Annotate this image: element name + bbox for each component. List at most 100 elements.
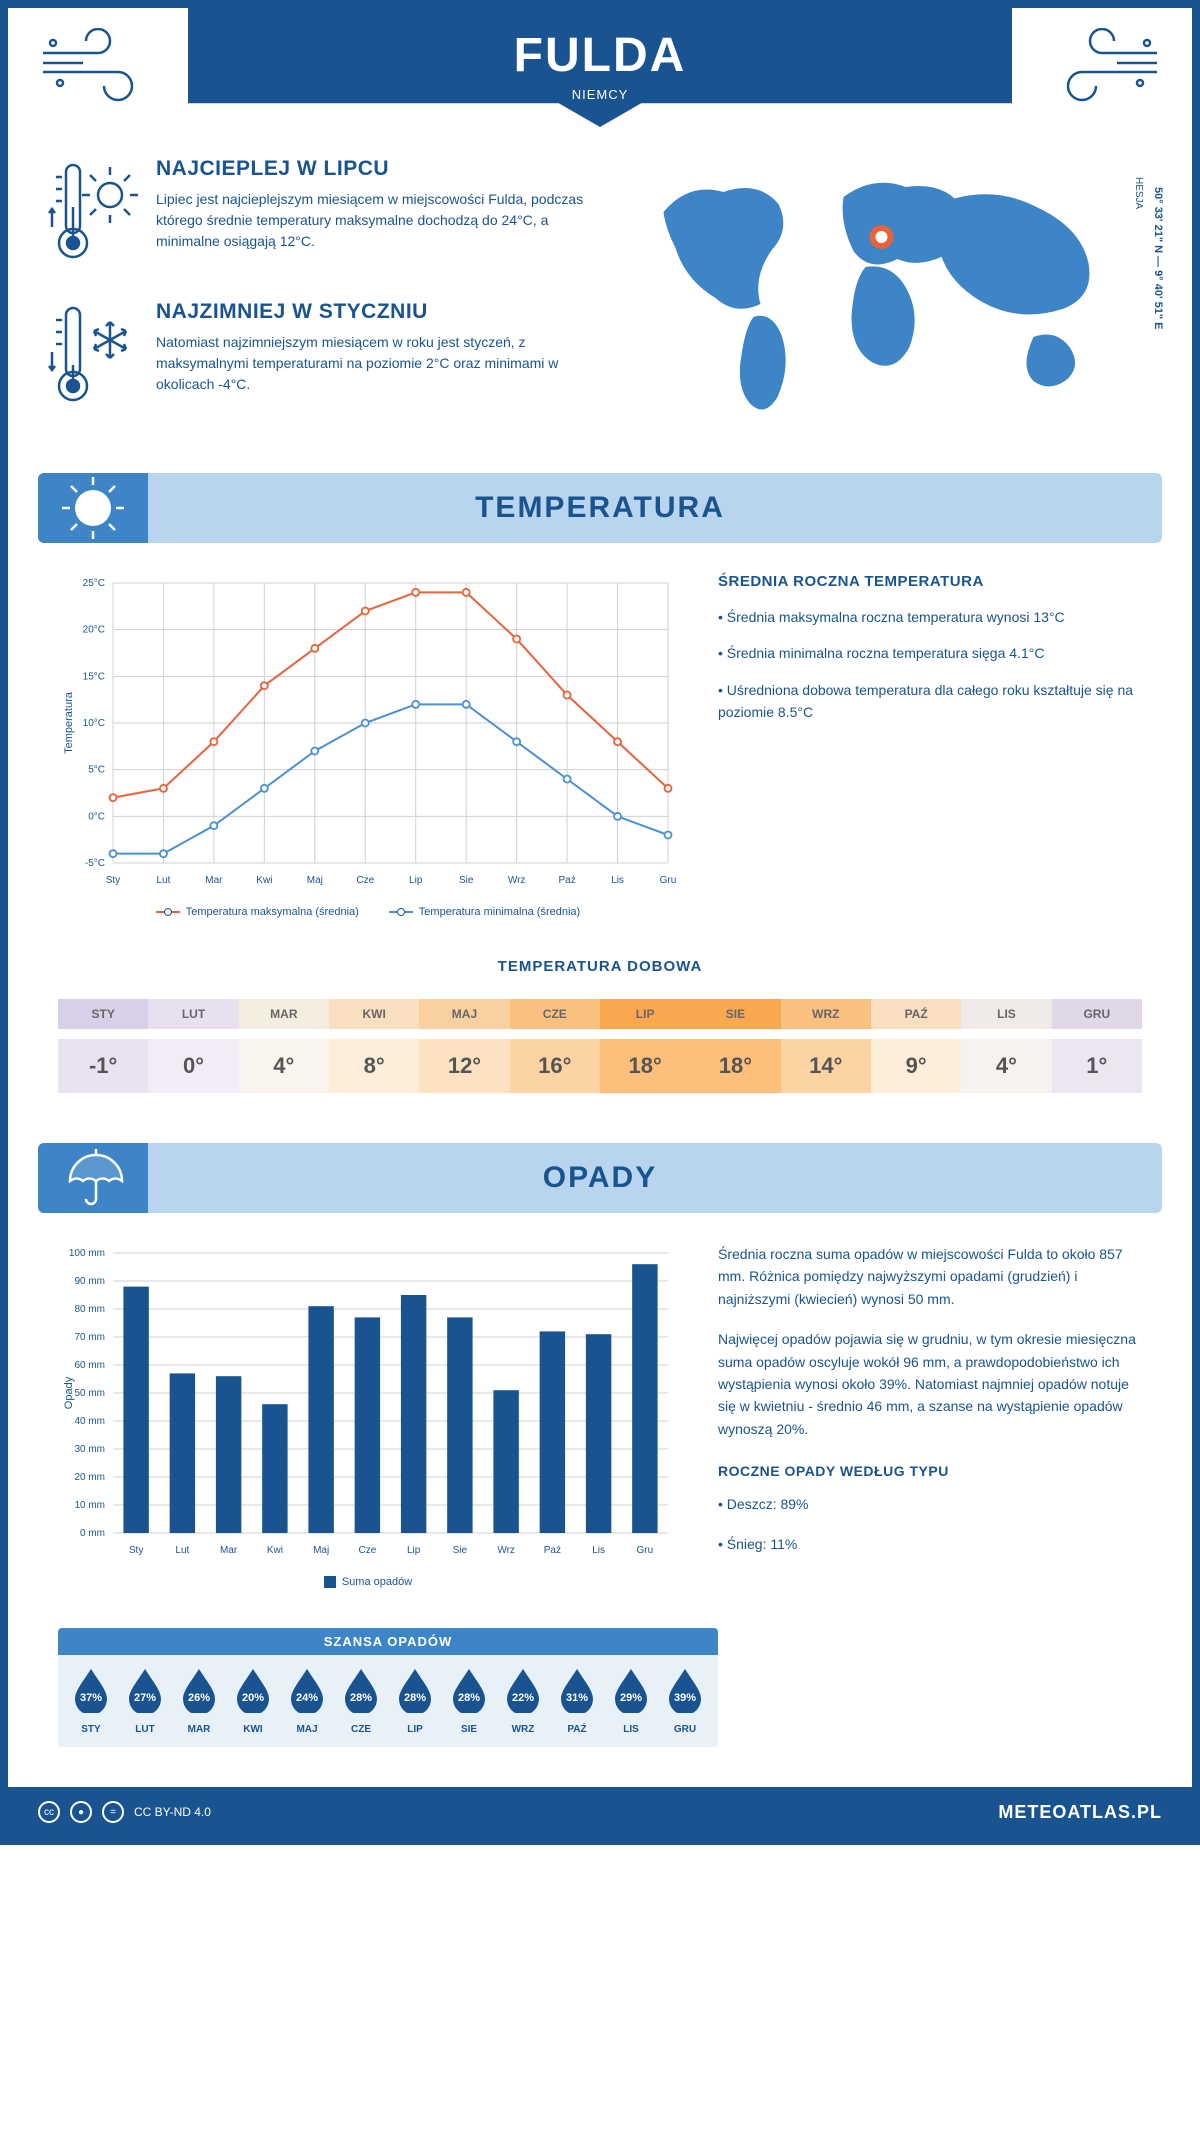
chance-drop: 37%STY xyxy=(64,1667,118,1735)
umbrella-icon xyxy=(38,1143,148,1213)
chance-drop: 29%LIS xyxy=(604,1667,658,1735)
svg-text:Lip: Lip xyxy=(407,1545,421,1556)
svg-text:10 mm: 10 mm xyxy=(74,1500,105,1511)
svg-text:Sty: Sty xyxy=(129,1545,143,1556)
precip-snow: • Śnieg: 11% xyxy=(718,1533,1142,1555)
by-icon: ● xyxy=(70,1801,92,1823)
svg-text:Lis: Lis xyxy=(592,1545,605,1556)
svg-text:Lis: Lis xyxy=(611,875,624,886)
daily-cell: LUT0° xyxy=(148,989,238,1103)
svg-text:20 mm: 20 mm xyxy=(74,1472,105,1483)
svg-text:Paź: Paź xyxy=(544,1545,561,1556)
chance-drop: 28%SIE xyxy=(442,1667,496,1735)
svg-text:15°C: 15°C xyxy=(83,671,105,682)
svg-text:40 mm: 40 mm xyxy=(74,1416,105,1427)
daily-cell: MAJ12° xyxy=(419,989,509,1103)
svg-text:25°C: 25°C xyxy=(83,578,105,589)
nd-icon: = xyxy=(102,1801,124,1823)
svg-text:26%: 26% xyxy=(188,1692,210,1704)
cc-icon: cc xyxy=(38,1801,60,1823)
fact-hottest: NAJCIEPLEJ W LIPCU Lipiec jest najcieple… xyxy=(48,157,585,272)
svg-text:Wrz: Wrz xyxy=(497,1545,515,1556)
svg-text:90 mm: 90 mm xyxy=(74,1276,105,1287)
svg-text:Kwi: Kwi xyxy=(256,875,272,886)
chance-drop: 26%MAR xyxy=(172,1667,226,1735)
svg-text:Mar: Mar xyxy=(220,1545,238,1556)
svg-text:70 mm: 70 mm xyxy=(74,1332,105,1343)
temperature-line-chart: -5°C0°C5°C10°C15°C20°C25°CStyLutMarKwiMa… xyxy=(58,573,678,893)
wind-decoration-left xyxy=(38,28,168,113)
chance-drop: 31%PAŹ xyxy=(550,1667,604,1735)
fact-cold-text: Natomiast najzimniejszym miesiącem w rok… xyxy=(156,332,585,395)
svg-text:Opady: Opady xyxy=(63,1376,75,1409)
svg-text:28%: 28% xyxy=(458,1692,480,1704)
svg-text:80 mm: 80 mm xyxy=(74,1304,105,1315)
precip-p2: Najwięcej opadów pojawia się w grudniu, … xyxy=(718,1328,1142,1440)
header-banner: FULDA NIEMCY xyxy=(188,8,1012,127)
svg-text:Paź: Paź xyxy=(558,875,575,886)
daily-cell: SIE18° xyxy=(690,989,780,1103)
daily-cell: KWI8° xyxy=(329,989,419,1103)
region-label: HESJA xyxy=(1133,177,1144,209)
fact-coldest: NAJZIMNIEJ W STYCZNIU Natomiast najzimni… xyxy=(48,300,585,415)
svg-text:100 mm: 100 mm xyxy=(69,1248,105,1259)
avg-temp-title: ŚREDNIA ROCZNA TEMPERATURA xyxy=(718,573,1142,590)
svg-text:20%: 20% xyxy=(242,1692,264,1704)
svg-text:Cze: Cze xyxy=(356,875,374,886)
legend-precip: Suma opadów xyxy=(324,1576,412,1588)
city-title: FULDA xyxy=(188,28,1012,83)
precipitation-heading: OPADY xyxy=(38,1161,1162,1195)
svg-text:39%: 39% xyxy=(674,1692,696,1704)
svg-text:Wrz: Wrz xyxy=(508,875,526,886)
temperature-heading: TEMPERATURA xyxy=(38,491,1162,525)
svg-text:22%: 22% xyxy=(512,1692,534,1704)
site-name: METEOATLAS.PL xyxy=(998,1802,1162,1823)
sun-icon xyxy=(38,473,148,543)
svg-text:50 mm: 50 mm xyxy=(74,1388,105,1399)
svg-text:0°C: 0°C xyxy=(88,811,105,822)
svg-text:0 mm: 0 mm xyxy=(80,1528,105,1539)
svg-text:28%: 28% xyxy=(404,1692,426,1704)
svg-text:27%: 27% xyxy=(134,1692,156,1704)
footer: cc ● = CC BY-ND 4.0 METEOATLAS.PL xyxy=(8,1787,1192,1837)
daily-temp-table: STY-1°LUT0°MAR4°KWI8°MAJ12°CZE16°LIP18°S… xyxy=(58,989,1142,1103)
thermometer-sun-icon xyxy=(48,157,138,272)
daily-cell: WRZ14° xyxy=(781,989,871,1103)
svg-text:5°C: 5°C xyxy=(88,765,105,776)
daily-cell: MAR4° xyxy=(239,989,329,1103)
daily-cell: PAŹ9° xyxy=(871,989,961,1103)
svg-text:29%: 29% xyxy=(620,1692,642,1704)
svg-text:24%: 24% xyxy=(296,1692,318,1704)
svg-text:60 mm: 60 mm xyxy=(74,1360,105,1371)
precip-p1: Średnia roczna suma opadów w miejscowośc… xyxy=(718,1243,1142,1310)
daily-cell: LIP18° xyxy=(600,989,690,1103)
svg-text:Mar: Mar xyxy=(205,875,223,886)
svg-text:Maj: Maj xyxy=(313,1545,329,1556)
svg-text:Gru: Gru xyxy=(637,1545,654,1556)
fact-hot-text: Lipiec jest najcieplejszym miesiącem w m… xyxy=(156,189,585,252)
chance-drop: 20%KWI xyxy=(226,1667,280,1735)
svg-text:Kwi: Kwi xyxy=(267,1545,283,1556)
precipitation-banner: OPADY xyxy=(38,1143,1162,1213)
country-label: NIEMCY xyxy=(188,87,1012,102)
svg-text:20°C: 20°C xyxy=(83,625,105,636)
svg-text:37%: 37% xyxy=(80,1692,102,1704)
legend-max: Temperatura maksymalna (średnia) xyxy=(156,906,359,918)
chance-drop: 39%GRU xyxy=(658,1667,712,1735)
precip-type-title: ROCZNE OPADY WEDŁUG TYPU xyxy=(718,1460,1142,1482)
thermometer-snow-icon xyxy=(48,300,138,415)
daily-cell: LIS4° xyxy=(961,989,1051,1103)
chance-drop: 28%CZE xyxy=(334,1667,388,1735)
svg-text:Sty: Sty xyxy=(106,875,120,886)
license-text: CC BY-ND 4.0 xyxy=(134,1805,211,1819)
precipitation-chance: SZANSA OPADÓW 37%STY27%LUT26%MAR20%KWI24… xyxy=(58,1628,718,1747)
world-map xyxy=(615,157,1152,417)
svg-text:Lut: Lut xyxy=(175,1545,189,1556)
precipitation-bar-chart: 0 mm10 mm20 mm30 mm40 mm50 mm60 mm70 mm8… xyxy=(58,1243,678,1563)
svg-text:28%: 28% xyxy=(350,1692,372,1704)
chance-drop: 22%WRZ xyxy=(496,1667,550,1735)
svg-text:Cze: Cze xyxy=(358,1545,376,1556)
chance-drop: 27%LUT xyxy=(118,1667,172,1735)
coordinates: 50° 33' 21" N — 9° 40' 51" E xyxy=(1152,187,1164,329)
chance-drop: 24%MAJ xyxy=(280,1667,334,1735)
